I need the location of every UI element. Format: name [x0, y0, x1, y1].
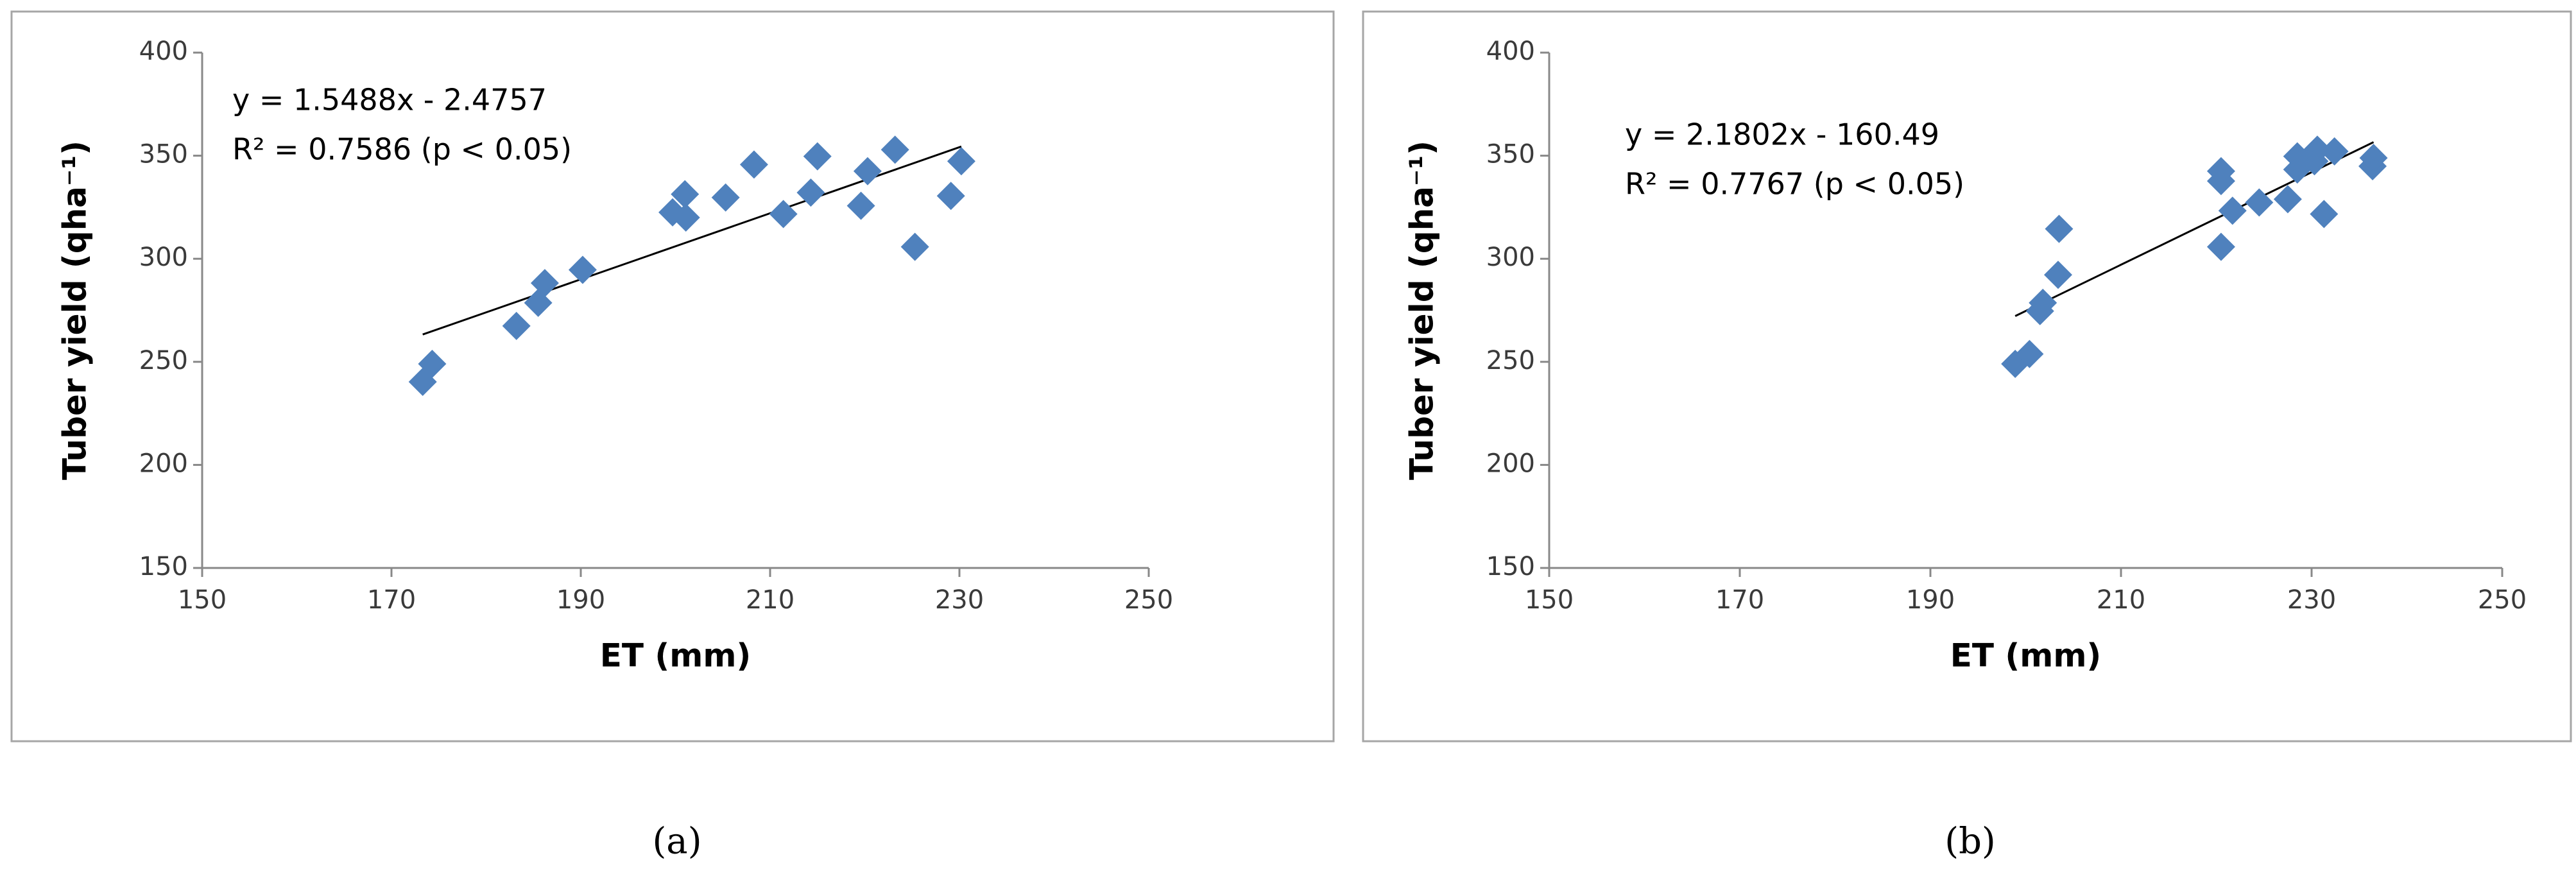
equation: R² = 0.7586 (p < 0.05): [232, 132, 572, 167]
equation: y = 2.1802x - 160.49: [1625, 117, 1939, 152]
y-tick-label: 150: [139, 552, 188, 581]
data-point: [2273, 185, 2302, 214]
y-axis-title: Tuber yield (qha⁻¹): [1404, 141, 1441, 480]
data-point: [502, 311, 531, 340]
panel-caption: (a): [652, 821, 701, 863]
y-tick-label: 300: [1486, 243, 1535, 272]
data-point: [2320, 137, 2349, 166]
data-point: [2303, 135, 2331, 164]
data-point: [947, 147, 975, 176]
y-tick-label: 250: [1486, 346, 1535, 375]
chart-frame: [1362, 10, 2572, 743]
data-point: [568, 255, 597, 284]
y-tick-label: 350: [139, 140, 188, 169]
data-point: [2045, 214, 2074, 243]
data-point: [739, 150, 768, 179]
x-tick-label: 170: [1715, 585, 1764, 615]
data-point: [711, 183, 740, 212]
data-point: [803, 142, 832, 171]
chart-frame: [10, 10, 1335, 743]
x-tick-label: 230: [935, 585, 984, 615]
data-point: [2015, 339, 2044, 368]
y-tick-label: 350: [1486, 140, 1535, 169]
equation: y = 1.5488x - 2.4757: [232, 83, 547, 117]
y-tick-label: 200: [1486, 449, 1535, 478]
data-point: [936, 182, 965, 210]
y-axis-title: Tuber yield (qha⁻¹): [56, 141, 94, 480]
x-tick-label: 190: [556, 585, 605, 615]
y-tick-label: 300: [139, 243, 188, 272]
data-point: [2245, 188, 2274, 217]
equation: R² = 0.7767 (p < 0.05): [1625, 167, 1964, 202]
data-point: [900, 232, 929, 261]
y-tick-label: 400: [1486, 37, 1535, 66]
data-point: [853, 157, 882, 185]
x-tick-label: 190: [1906, 585, 1955, 615]
data-point: [2029, 288, 2057, 317]
x-tick-label: 210: [746, 585, 794, 615]
x-tick-label: 150: [1525, 585, 1574, 615]
data-point: [2043, 261, 2072, 289]
data-point: [846, 191, 875, 220]
y-tick-label: 200: [139, 449, 188, 478]
y-tick-label: 150: [1486, 552, 1535, 581]
data-point: [671, 180, 700, 209]
x-tick-label: 210: [2097, 585, 2145, 615]
x-tick-label: 250: [1124, 585, 1173, 615]
x-axis-title: ET (mm): [600, 637, 751, 674]
data-point: [2218, 196, 2247, 225]
data-point: [769, 200, 798, 228]
y-tick-label: 400: [139, 37, 188, 66]
data-point: [418, 350, 447, 379]
data-point: [880, 135, 909, 164]
x-tick-label: 170: [367, 585, 416, 615]
data-point: [671, 203, 700, 232]
data-point: [796, 178, 825, 207]
x-tick-label: 230: [2287, 585, 2336, 615]
panel-caption: (b): [1945, 821, 1996, 863]
data-point: [2206, 167, 2235, 196]
x-tick-label: 150: [178, 585, 227, 615]
y-tick-label: 250: [139, 346, 188, 375]
data-point: [530, 269, 559, 298]
data-point: [2206, 232, 2235, 261]
data-point: [2359, 144, 2388, 173]
x-tick-label: 250: [2478, 585, 2527, 615]
data-point: [2310, 200, 2339, 228]
x-axis-title: ET (mm): [1950, 637, 2102, 674]
